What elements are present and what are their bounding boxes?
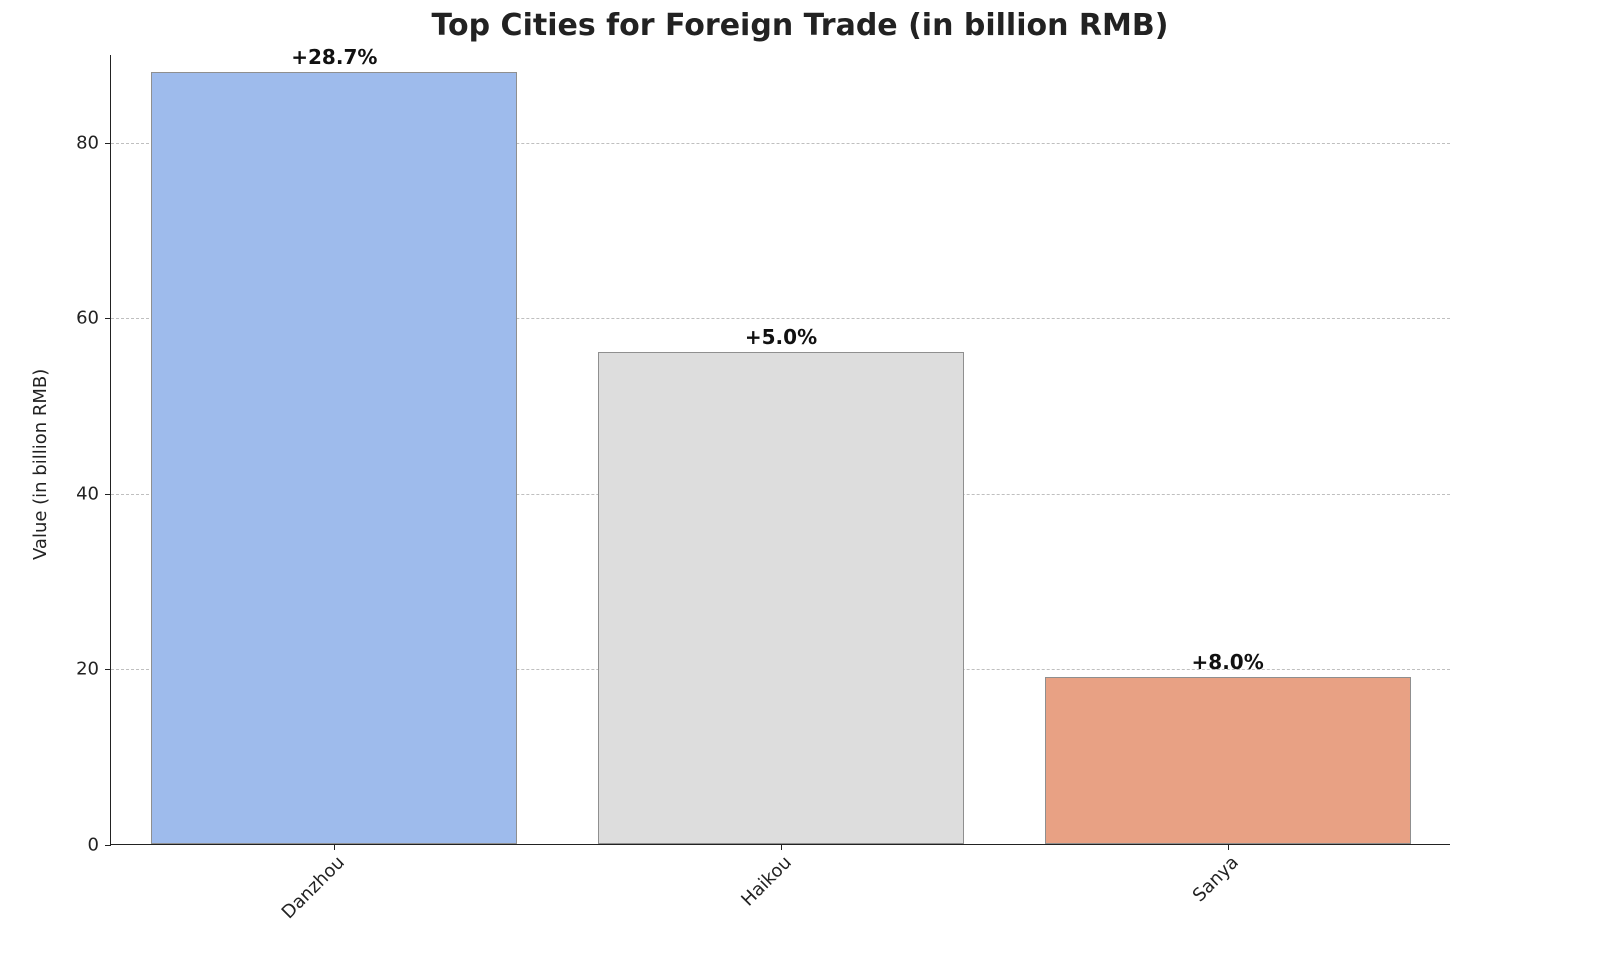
y-tick-mark bbox=[105, 143, 111, 144]
plot-area: 020406080+28.7%Danzhou+5.0%Haikou+8.0%Sa… bbox=[110, 55, 1450, 845]
bar-chart: Top Cities for Foreign Trade (in billion… bbox=[0, 0, 1600, 954]
y-tick-mark bbox=[105, 669, 111, 670]
y-tick-mark bbox=[105, 494, 111, 495]
x-tick-label: Haikou bbox=[737, 852, 796, 911]
bar bbox=[1045, 677, 1411, 844]
x-tick-mark bbox=[334, 844, 335, 850]
chart-title: Top Cities for Foreign Trade (in billion… bbox=[0, 8, 1600, 43]
bar-annotation: +8.0% bbox=[1192, 650, 1264, 674]
bar bbox=[151, 72, 517, 844]
y-axis-label: Value (in billion RMB) bbox=[30, 369, 51, 560]
bar-annotation: +5.0% bbox=[745, 325, 817, 349]
x-tick-mark bbox=[781, 844, 782, 850]
y-tick-mark bbox=[105, 318, 111, 319]
x-tick-label: Sanya bbox=[1188, 852, 1242, 906]
y-tick-mark bbox=[105, 845, 111, 846]
x-tick-mark bbox=[1228, 844, 1229, 850]
bar bbox=[598, 352, 964, 844]
x-tick-label: Danzhou bbox=[278, 852, 349, 923]
bar-annotation: +28.7% bbox=[291, 45, 377, 69]
